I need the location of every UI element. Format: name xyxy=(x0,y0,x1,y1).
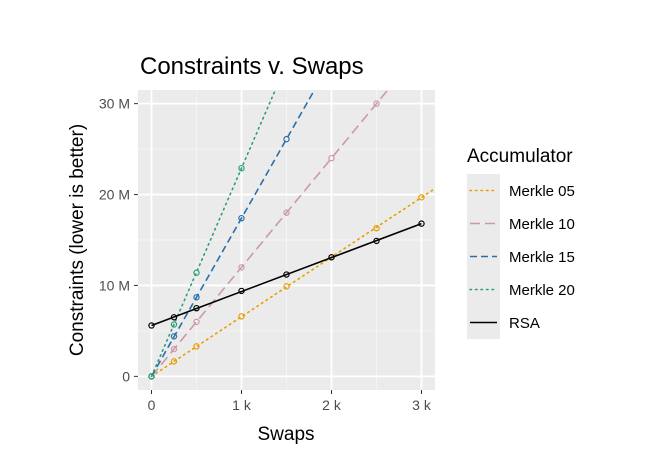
data-point-merkle-10 xyxy=(283,209,290,216)
data-point-merkle-10 xyxy=(193,318,200,326)
data-point-rsa xyxy=(328,254,335,261)
major-gridlines xyxy=(138,90,435,390)
x-tick-label: 0 xyxy=(148,397,156,413)
data-point-merkle-05 xyxy=(283,283,290,290)
data-point-rsa xyxy=(283,271,290,278)
legend-label: Merkle 20 xyxy=(509,282,575,299)
legend-item-merkle-15: Merkle 15 xyxy=(467,240,575,273)
x-tick-label: 2 k xyxy=(322,397,342,413)
data-point-rsa xyxy=(238,287,245,295)
data-point-merkle-05 xyxy=(238,313,245,320)
data-point-rsa xyxy=(193,304,200,312)
data-point-merkle-10 xyxy=(238,264,245,271)
data-point-merkle-05 xyxy=(373,224,380,232)
legend-label: Merkle 15 xyxy=(509,249,575,266)
data-point-merkle-05 xyxy=(193,343,200,350)
data-point-rsa xyxy=(418,220,425,227)
y-tick-label: 10 M xyxy=(99,277,130,293)
legend-label: RSA xyxy=(509,315,540,332)
legend-item-merkle-20: Merkle 20 xyxy=(467,273,575,306)
x-tick-label: 3 k xyxy=(412,397,432,413)
series-layer xyxy=(148,90,435,380)
y-tick-label: 30 M xyxy=(99,96,130,112)
chart-title: Constraints v. Swaps xyxy=(140,53,364,80)
data-point-merkle-15 xyxy=(170,333,178,340)
legend-item-merkle-05: Merkle 05 xyxy=(467,174,575,207)
data-point-merkle-15 xyxy=(193,294,200,301)
y-axis: 0 10 M 20 M 30 M xyxy=(99,96,138,384)
data-point-rsa xyxy=(170,314,178,321)
data-point-merkle-15 xyxy=(283,135,290,143)
data-point-merkle-05 xyxy=(170,358,178,365)
x-tick-label: 1 k xyxy=(232,397,252,413)
x-axis-title: Swaps xyxy=(257,424,314,445)
legend-key xyxy=(467,174,500,207)
y-tick-label: 0 xyxy=(122,368,130,384)
legend-item-rsa: RSA xyxy=(467,306,540,339)
data-point-merkle-20 xyxy=(148,373,155,380)
x-axis: 0 1 k 2 k 3 k xyxy=(148,390,432,413)
legend-key xyxy=(467,273,500,306)
legend-label: Merkle 10 xyxy=(509,216,575,233)
data-point-merkle-20 xyxy=(170,321,178,328)
series-line-rsa xyxy=(151,222,422,327)
data-point-merkle-10 xyxy=(170,345,178,353)
data-point-merkle-10 xyxy=(328,154,335,162)
data-point-rsa xyxy=(148,322,155,329)
data-point-merkle-20 xyxy=(193,269,200,276)
y-tick-label: 20 M xyxy=(99,187,130,203)
data-point-merkle-05 xyxy=(418,194,425,201)
legend: Accumulator Merkle 05 Merkle 10 Merkle 15 M… xyxy=(467,146,575,339)
data-point-rsa xyxy=(373,237,380,245)
series-merkle-20 xyxy=(148,90,277,380)
series-rsa xyxy=(148,220,425,329)
legend-item-merkle-10: Merkle 10 xyxy=(467,207,575,240)
data-point-merkle-20 xyxy=(238,164,245,172)
y-axis-title: Constraints (lower is better) xyxy=(67,124,88,356)
data-point-merkle-10 xyxy=(373,100,380,107)
series-line-merkle-15 xyxy=(150,90,316,377)
data-point-merkle-15 xyxy=(238,214,245,222)
legend-title: Accumulator xyxy=(467,146,573,167)
legend-label: Merkle 05 xyxy=(509,183,575,200)
